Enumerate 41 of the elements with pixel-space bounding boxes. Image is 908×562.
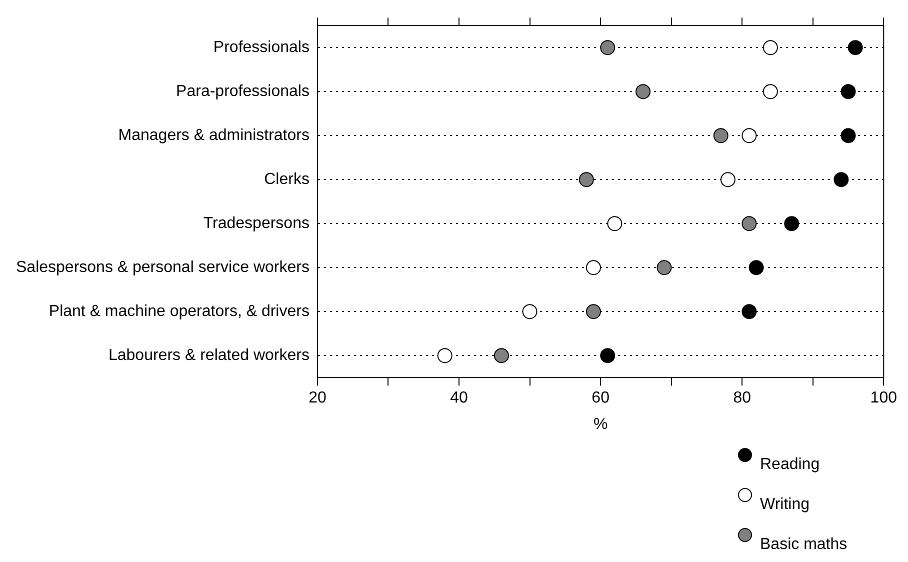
point xyxy=(762,40,778,56)
y-tick-label: Para-professionals xyxy=(176,83,310,100)
y-tick-label: Labourers & related workers xyxy=(108,347,310,364)
point xyxy=(713,128,728,144)
point xyxy=(586,304,601,320)
point xyxy=(578,172,594,188)
x-tick-label: 80 xyxy=(733,390,752,407)
point xyxy=(437,348,452,364)
point xyxy=(656,260,672,276)
point xyxy=(600,348,616,364)
point xyxy=(607,216,622,232)
legend-label: Reading xyxy=(760,456,820,474)
point xyxy=(720,172,736,188)
point xyxy=(522,304,538,320)
point xyxy=(848,40,863,56)
point xyxy=(762,84,778,100)
point xyxy=(742,216,757,232)
point xyxy=(600,40,616,56)
point xyxy=(636,84,651,100)
y-tick-label: Salespersons & personal service workers xyxy=(16,259,310,276)
x-tick-label: 20 xyxy=(308,390,326,407)
x-tick-label: 40 xyxy=(450,390,468,407)
point xyxy=(834,172,849,188)
x-axis-title: % xyxy=(593,416,608,433)
point xyxy=(840,84,856,100)
point xyxy=(748,260,764,276)
y-tick-label: Professionals xyxy=(213,39,310,56)
y-tick-label: Plant & machine operators, & drivers xyxy=(48,303,310,320)
point xyxy=(840,128,856,144)
y-tick-label: Managers & administrators xyxy=(118,127,310,144)
legend-label: Basic maths xyxy=(760,536,848,554)
y-tick-label: Clerks xyxy=(264,171,310,188)
point xyxy=(784,216,800,232)
point xyxy=(494,348,509,364)
legend-label: Writing xyxy=(760,496,810,514)
x-tick-label: 60 xyxy=(592,390,610,407)
x-tick-label: 100 xyxy=(870,390,898,407)
point xyxy=(742,304,757,320)
point xyxy=(586,260,601,276)
point xyxy=(742,128,757,144)
y-tick-label: Tradespersons xyxy=(203,215,310,232)
